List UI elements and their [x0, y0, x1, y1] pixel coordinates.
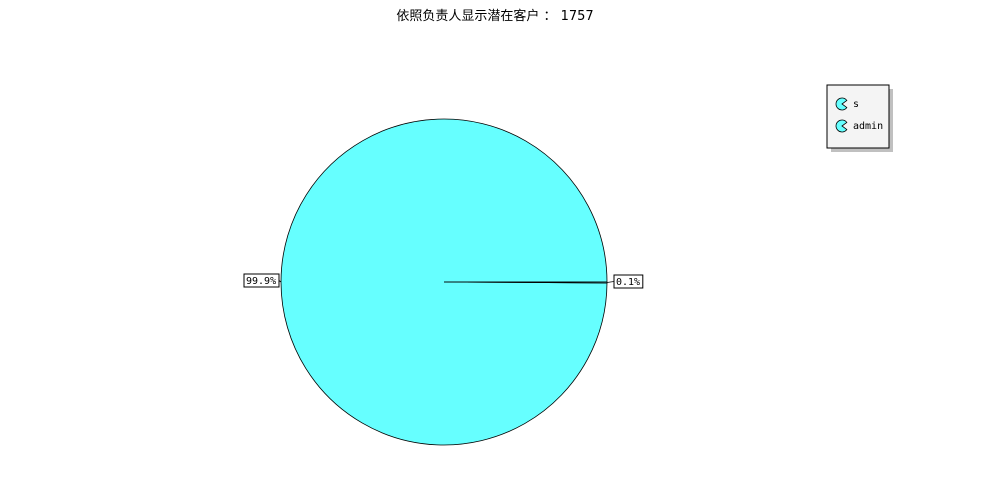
pie-legend-icon: [835, 97, 848, 111]
legend-label: s: [853, 99, 859, 110]
legend-label: admin: [853, 121, 883, 132]
slice-percent-text: 99.9%: [246, 276, 276, 287]
chart-title: 依照负责人显示潜在客户 ： 1757: [396, 8, 593, 24]
slice-labels: 99.9% 0.1%: [243, 273, 644, 289]
slice-leader-line: [606, 281, 615, 283]
legend: s admin: [826, 84, 893, 152]
pie-slices: [280, 118, 608, 446]
legend-item-admin: admin: [835, 119, 883, 133]
slice-label-box: [243, 273, 280, 288]
pie-legend-icon: [835, 119, 848, 133]
slice-label-admin: 0.1%: [606, 274, 644, 289]
legend-box: [826, 84, 890, 149]
slice-percent-text: 0.1%: [616, 277, 640, 288]
slice-label-box: [613, 274, 644, 289]
legend-item-s: s: [835, 97, 859, 111]
slice-label-s: 99.9%: [243, 273, 282, 288]
